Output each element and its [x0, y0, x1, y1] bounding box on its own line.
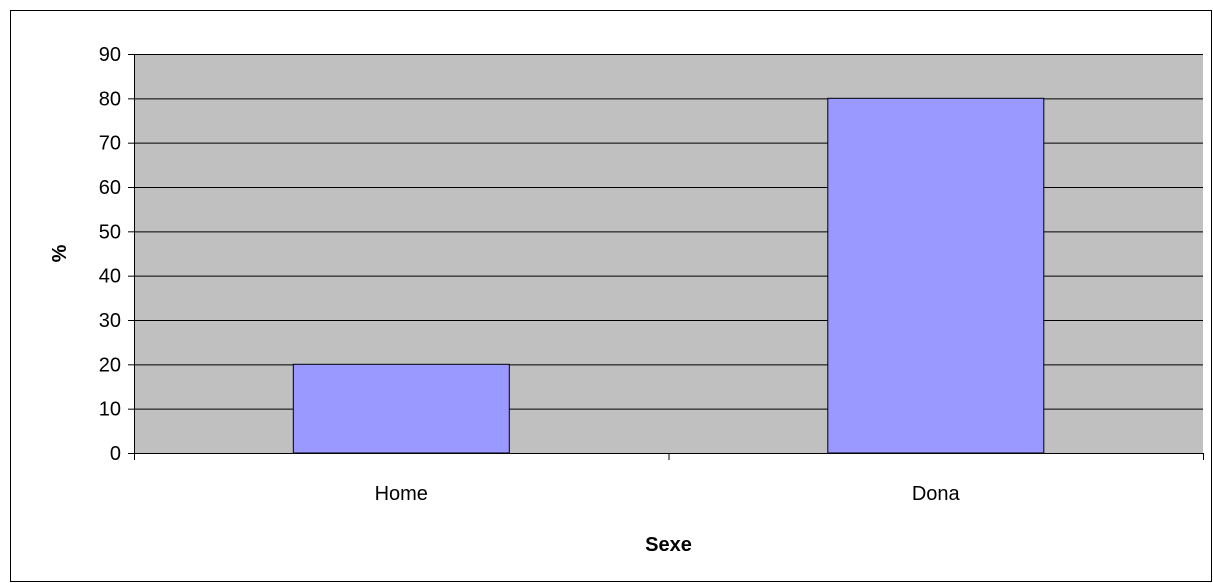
axes [128, 54, 1204, 460]
y-tick-label: 90 [99, 44, 121, 66]
x-tick-label: Home [375, 483, 428, 505]
y-tick-label: 80 [99, 88, 121, 110]
bars [292, 97, 1045, 454]
y-axis-title: % [49, 244, 71, 262]
y-tick-label: 30 [99, 310, 121, 332]
y-tick-label: 50 [99, 221, 121, 243]
y-tick-label: 0 [110, 443, 121, 465]
y-tick-label: 10 [99, 399, 121, 421]
y-tick-label: 20 [99, 354, 121, 376]
y-tick-label: 70 [99, 133, 121, 155]
y-tick-labels: 0 10 20 30 40 50 60 70 80 90 [99, 44, 121, 465]
x-tick-label: Dona [912, 483, 961, 505]
bar-home [292, 363, 510, 454]
y-tick-label: 40 [99, 266, 121, 288]
y-tick-label: 60 [99, 177, 121, 199]
x-tick-labels: Home Dona [375, 483, 961, 505]
bar-dona [827, 97, 1045, 454]
x-axis-title: Sexe [645, 534, 692, 556]
